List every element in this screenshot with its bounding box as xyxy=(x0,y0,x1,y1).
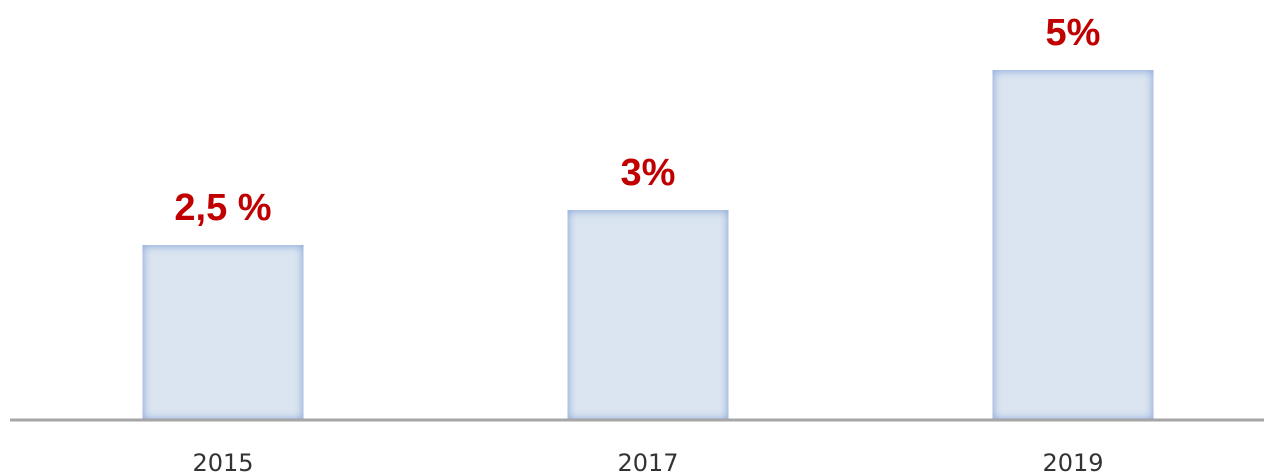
value-label: 2,5 % xyxy=(174,187,271,229)
value-label: 5% xyxy=(1046,12,1101,54)
x-tick-label: 2015 xyxy=(192,449,253,476)
x-tick-label: 2019 xyxy=(1042,449,1103,476)
bar xyxy=(142,245,304,420)
value-label: 3% xyxy=(621,152,676,194)
x-tick-label: 2017 xyxy=(617,449,678,476)
bar xyxy=(567,210,729,420)
bar xyxy=(992,70,1154,420)
